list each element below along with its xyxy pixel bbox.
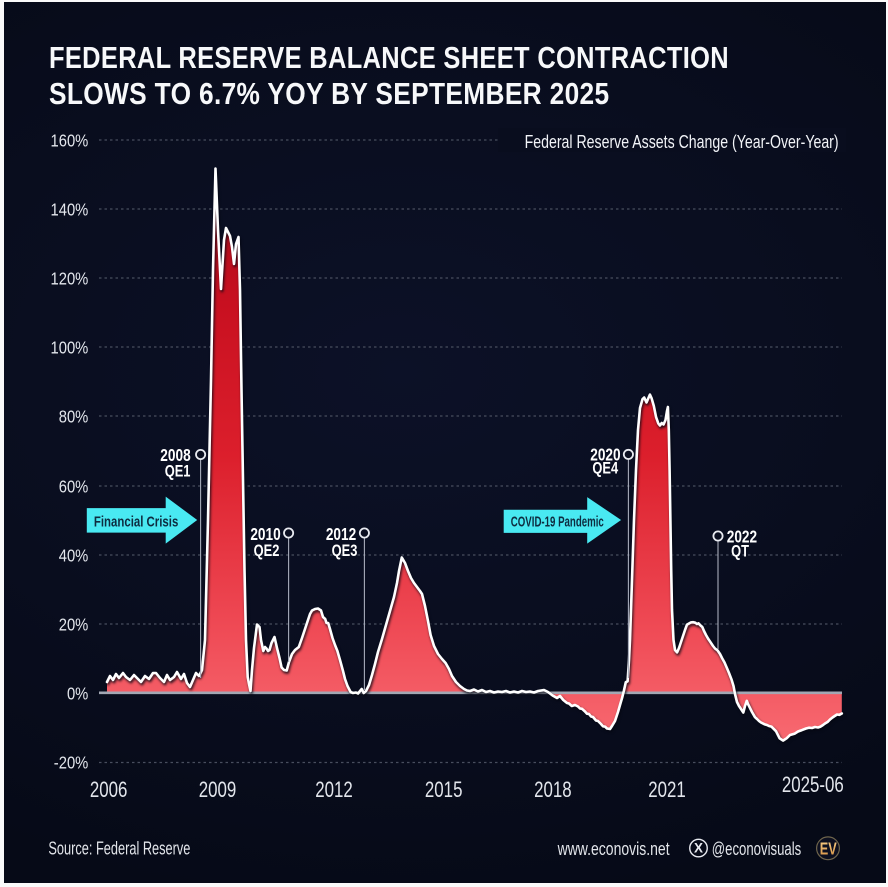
svg-text:160%: 160% (51, 131, 89, 150)
svg-text:QE4: QE4 (592, 460, 618, 478)
svg-text:100%: 100% (51, 338, 89, 357)
svg-text:2006: 2006 (90, 778, 128, 803)
svg-text:60%: 60% (59, 477, 89, 496)
svg-text:2012: 2012 (326, 526, 357, 545)
svg-text:2020: 2020 (590, 446, 621, 465)
svg-text:0%: 0% (67, 684, 88, 703)
svg-text:2018: 2018 (534, 778, 572, 803)
svg-text:2025-06: 2025-06 (782, 773, 844, 798)
svg-text:140%: 140% (51, 200, 89, 219)
svg-text:QE3: QE3 (332, 543, 358, 561)
svg-text:120%: 120% (51, 269, 89, 288)
svg-text:QE1: QE1 (165, 463, 191, 481)
svg-text:2021: 2021 (648, 778, 686, 803)
svg-text:2012: 2012 (315, 778, 353, 803)
svg-text:40%: 40% (59, 546, 89, 565)
svg-text:2009: 2009 (199, 778, 237, 803)
svg-text:2022: 2022 (727, 528, 758, 547)
svg-text:COVID-19 Pandemic: COVID-19 Pandemic (511, 513, 604, 530)
svg-text:www.econovis.net: www.econovis.net (557, 838, 670, 859)
svg-text:80%: 80% (59, 407, 89, 426)
svg-text:Source: Federal Reserve: Source: Federal Reserve (48, 837, 190, 858)
svg-text:2010: 2010 (250, 526, 281, 545)
svg-text:QE2: QE2 (254, 543, 280, 561)
svg-text:-20%: -20% (54, 753, 89, 772)
svg-text:QT: QT (731, 543, 749, 561)
svg-text:Financial Crisis: Financial Crisis (94, 514, 178, 531)
svg-text:2008: 2008 (160, 447, 191, 466)
svg-text:@econovisuals: @econovisuals (712, 838, 801, 859)
svg-text:Federal Reserve Assets Change: Federal Reserve Assets Change (Year-Over… (525, 131, 839, 152)
svg-text:20%: 20% (59, 615, 89, 634)
svg-text:X: X (694, 841, 703, 856)
svg-text:EV: EV (820, 839, 837, 859)
svg-text:2015: 2015 (425, 778, 463, 803)
